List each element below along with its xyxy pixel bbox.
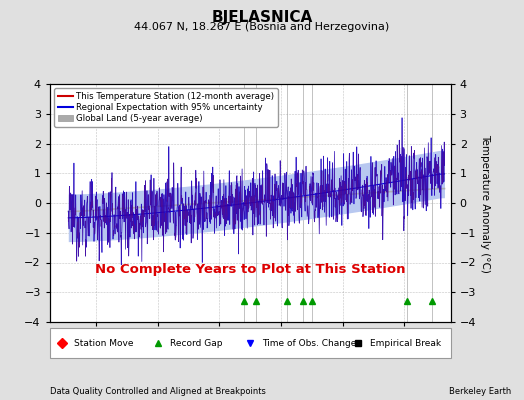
FancyBboxPatch shape — [50, 328, 451, 358]
Text: No Complete Years to Plot at This Station: No Complete Years to Plot at This Statio… — [95, 263, 406, 276]
Text: Data Quality Controlled and Aligned at Breakpoints: Data Quality Controlled and Aligned at B… — [50, 387, 266, 396]
Text: Record Gap: Record Gap — [170, 338, 223, 348]
Text: Time of Obs. Change: Time of Obs. Change — [262, 338, 357, 348]
Text: Station Move: Station Move — [74, 338, 133, 348]
Text: 44.067 N, 18.267 E (Bosnia and Herzegovina): 44.067 N, 18.267 E (Bosnia and Herzegovi… — [134, 22, 390, 32]
Text: Berkeley Earth: Berkeley Earth — [449, 387, 511, 396]
Legend: This Temperature Station (12-month average), Regional Expectation with 95% uncer: This Temperature Station (12-month avera… — [54, 88, 278, 126]
Text: Empirical Break: Empirical Break — [370, 338, 442, 348]
Y-axis label: Temperature Anomaly (°C): Temperature Anomaly (°C) — [480, 134, 490, 272]
Text: BJELASNICA: BJELASNICA — [211, 10, 313, 25]
